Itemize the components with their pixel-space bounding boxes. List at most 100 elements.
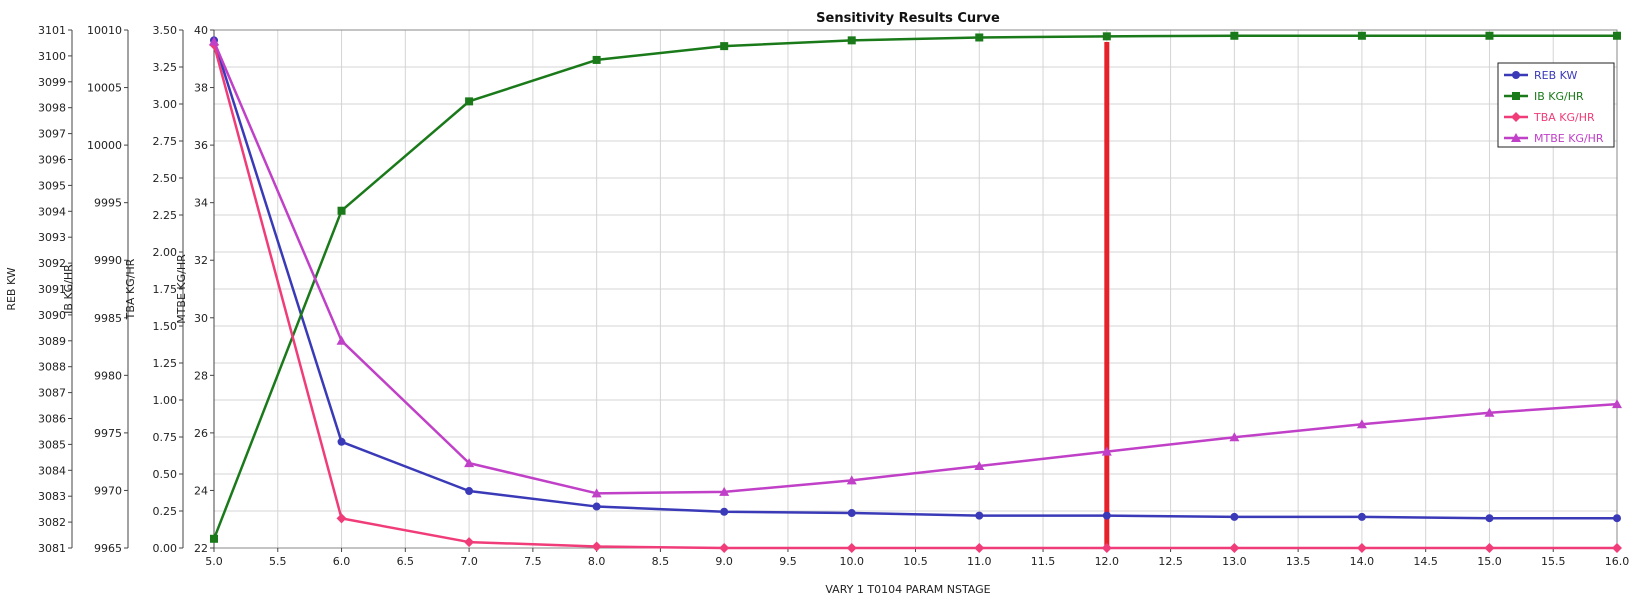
mtbe-tick-label: 26 xyxy=(194,427,208,440)
mtbe-tick-label: 30 xyxy=(194,312,208,325)
data-point-ib-kg-hr xyxy=(1357,31,1366,40)
ib-tick-label: 10005 xyxy=(87,82,122,95)
data-point-reb-kw xyxy=(720,507,729,516)
data-point-ib-kg-hr xyxy=(1613,31,1621,40)
x-tick-label: 8.0 xyxy=(588,555,606,568)
tba-axis-title: TBA KG/HR xyxy=(124,258,137,320)
data-point-mtbe-kg-hr xyxy=(974,460,985,470)
ib-tick-label: 10010 xyxy=(87,24,122,37)
reb-tick-label: 3092 xyxy=(38,257,66,270)
data-point-mtbe-kg-hr xyxy=(336,335,347,345)
x-tick-label: 15.0 xyxy=(1477,555,1502,568)
data-point-tba-kg-hr xyxy=(1612,543,1622,553)
legend-marker-reb-kw xyxy=(1512,71,1520,79)
x-tick-label: 11.0 xyxy=(967,555,992,568)
x-tick-label: 6.0 xyxy=(333,555,351,568)
data-point-mtbe-kg-hr xyxy=(1612,399,1622,409)
data-point-tba-kg-hr xyxy=(591,541,602,552)
reb-tick-label: 3081 xyxy=(38,542,66,555)
legend-label-tba-kg-hr: TBA KG/HR xyxy=(1533,111,1595,124)
series-line-mtbe-kg-hr xyxy=(212,41,1618,495)
ib-tick-label: 9990 xyxy=(94,254,122,267)
reb-axis-title: REB KW xyxy=(5,267,18,310)
data-point-ib-kg-hr xyxy=(847,36,856,45)
data-point-tba-kg-hr xyxy=(464,537,475,548)
data-point-ib-kg-hr xyxy=(720,42,729,51)
ib-tick-label: 9980 xyxy=(94,369,122,382)
reb-tick-label: 3101 xyxy=(38,24,66,37)
data-point-reb-kw xyxy=(592,502,601,511)
tba-tick-label: 0.75 xyxy=(153,431,178,444)
ib-tick-label: 10000 xyxy=(87,139,122,152)
chart-title: Sensitivity Results Curve xyxy=(816,11,1000,26)
tba-tick-label: 1.50 xyxy=(153,320,178,333)
x-tick-label: 10.0 xyxy=(839,555,864,568)
reb-tick-label: 3098 xyxy=(38,102,66,115)
tba-tick-label: 1.75 xyxy=(153,283,178,296)
series-mtbe-kg-hr xyxy=(209,36,1622,498)
mtbe-tick-label: 24 xyxy=(194,484,208,497)
x-tick-label: 8.5 xyxy=(652,555,670,568)
tba-tick-label: 2.75 xyxy=(153,135,178,148)
data-point-reb-kw xyxy=(847,509,856,518)
x-tick-label: 9.0 xyxy=(715,555,733,568)
x-tick-label: 7.5 xyxy=(524,555,542,568)
data-point-mtbe-kg-hr xyxy=(1356,419,1367,429)
x-tick-label: 9.5 xyxy=(779,555,797,568)
ib-tick-label: 9975 xyxy=(94,427,122,440)
data-point-tba-kg-hr xyxy=(1484,543,1495,553)
x-tick-label: 13.5 xyxy=(1286,555,1311,568)
data-point-ib-kg-hr xyxy=(337,206,346,215)
data-point-mtbe-kg-hr xyxy=(1229,432,1240,442)
reb-tick-label: 3082 xyxy=(38,516,66,529)
x-tick-label: 6.5 xyxy=(397,555,415,568)
x-tick-label: 7.0 xyxy=(460,555,478,568)
tba-tick-label: 0.25 xyxy=(153,505,178,518)
mtbe-tick-label: 36 xyxy=(194,139,208,152)
x-tick-label: 15.5 xyxy=(1541,555,1566,568)
data-point-reb-kw xyxy=(975,511,984,520)
tba-tick-label: 2.50 xyxy=(153,172,178,185)
reb-tick-label: 3085 xyxy=(38,438,66,451)
tba-tick-label: 0.50 xyxy=(153,468,178,481)
mtbe-tick-label: 34 xyxy=(194,197,208,210)
reb-tick-label: 3091 xyxy=(38,283,66,296)
data-point-tba-kg-hr xyxy=(1229,543,1240,553)
data-point-tba-kg-hr xyxy=(1101,543,1112,553)
data-point-ib-kg-hr xyxy=(465,97,474,106)
x-tick-label: 11.5 xyxy=(1031,555,1056,568)
legend-label-ib-kg-hr: IB KG/HR xyxy=(1534,90,1584,103)
data-point-ib-kg-hr xyxy=(1102,32,1111,41)
axes: 5.0 5.5 6.0 6.5 7.0 7.5 8.0 8.5 9.0 9.5 10.0 10.5 11… xyxy=(5,24,1629,568)
data-point-ib-kg-hr xyxy=(210,534,218,543)
x-tick-label: 10.5 xyxy=(903,555,928,568)
x-tick-label: 5.0 xyxy=(205,555,223,568)
reb-tick-label: 3093 xyxy=(38,231,66,244)
tba-tick-label: 2.00 xyxy=(153,246,178,259)
x-tick-label: 16.0 xyxy=(1605,555,1630,568)
mtbe-tick-label: 38 xyxy=(194,82,208,95)
tba-tick-label: 3.25 xyxy=(153,61,178,74)
mtbe-tick-label: 40 xyxy=(194,24,208,37)
mtbe-tick-label: 22 xyxy=(194,542,208,555)
data-point-mtbe-kg-hr xyxy=(591,488,602,498)
data-point-ib-kg-hr xyxy=(1230,31,1239,40)
legend-marker-ib-kg-hr xyxy=(1512,92,1520,100)
x-tick-label: 5.5 xyxy=(269,555,287,568)
data-point-mtbe-kg-hr xyxy=(846,475,857,485)
legend: REB KW IB KG/HR TBA KG/HR MTBE KG/HR xyxy=(1497,62,1615,148)
reb-tick-label: 3094 xyxy=(38,205,66,218)
ib-tick-label: 9970 xyxy=(94,484,122,497)
tba-tick-label: 2.25 xyxy=(153,209,178,222)
series-ib-kg-hr xyxy=(210,31,1621,543)
tba-tick-label: 0.00 xyxy=(153,542,178,555)
mtbe-tick-label: 28 xyxy=(194,369,208,382)
legend-label-mtbe-kg-hr: MTBE KG/HR xyxy=(1534,132,1604,145)
x-tick-label: 13.0 xyxy=(1222,555,1247,568)
x-tick-label: 14.0 xyxy=(1350,555,1375,568)
data-point-ib-kg-hr xyxy=(1485,31,1494,40)
data-point-tba-kg-hr xyxy=(846,543,857,553)
data-point-mtbe-kg-hr xyxy=(1101,446,1112,456)
data-point-reb-kw xyxy=(465,487,474,496)
